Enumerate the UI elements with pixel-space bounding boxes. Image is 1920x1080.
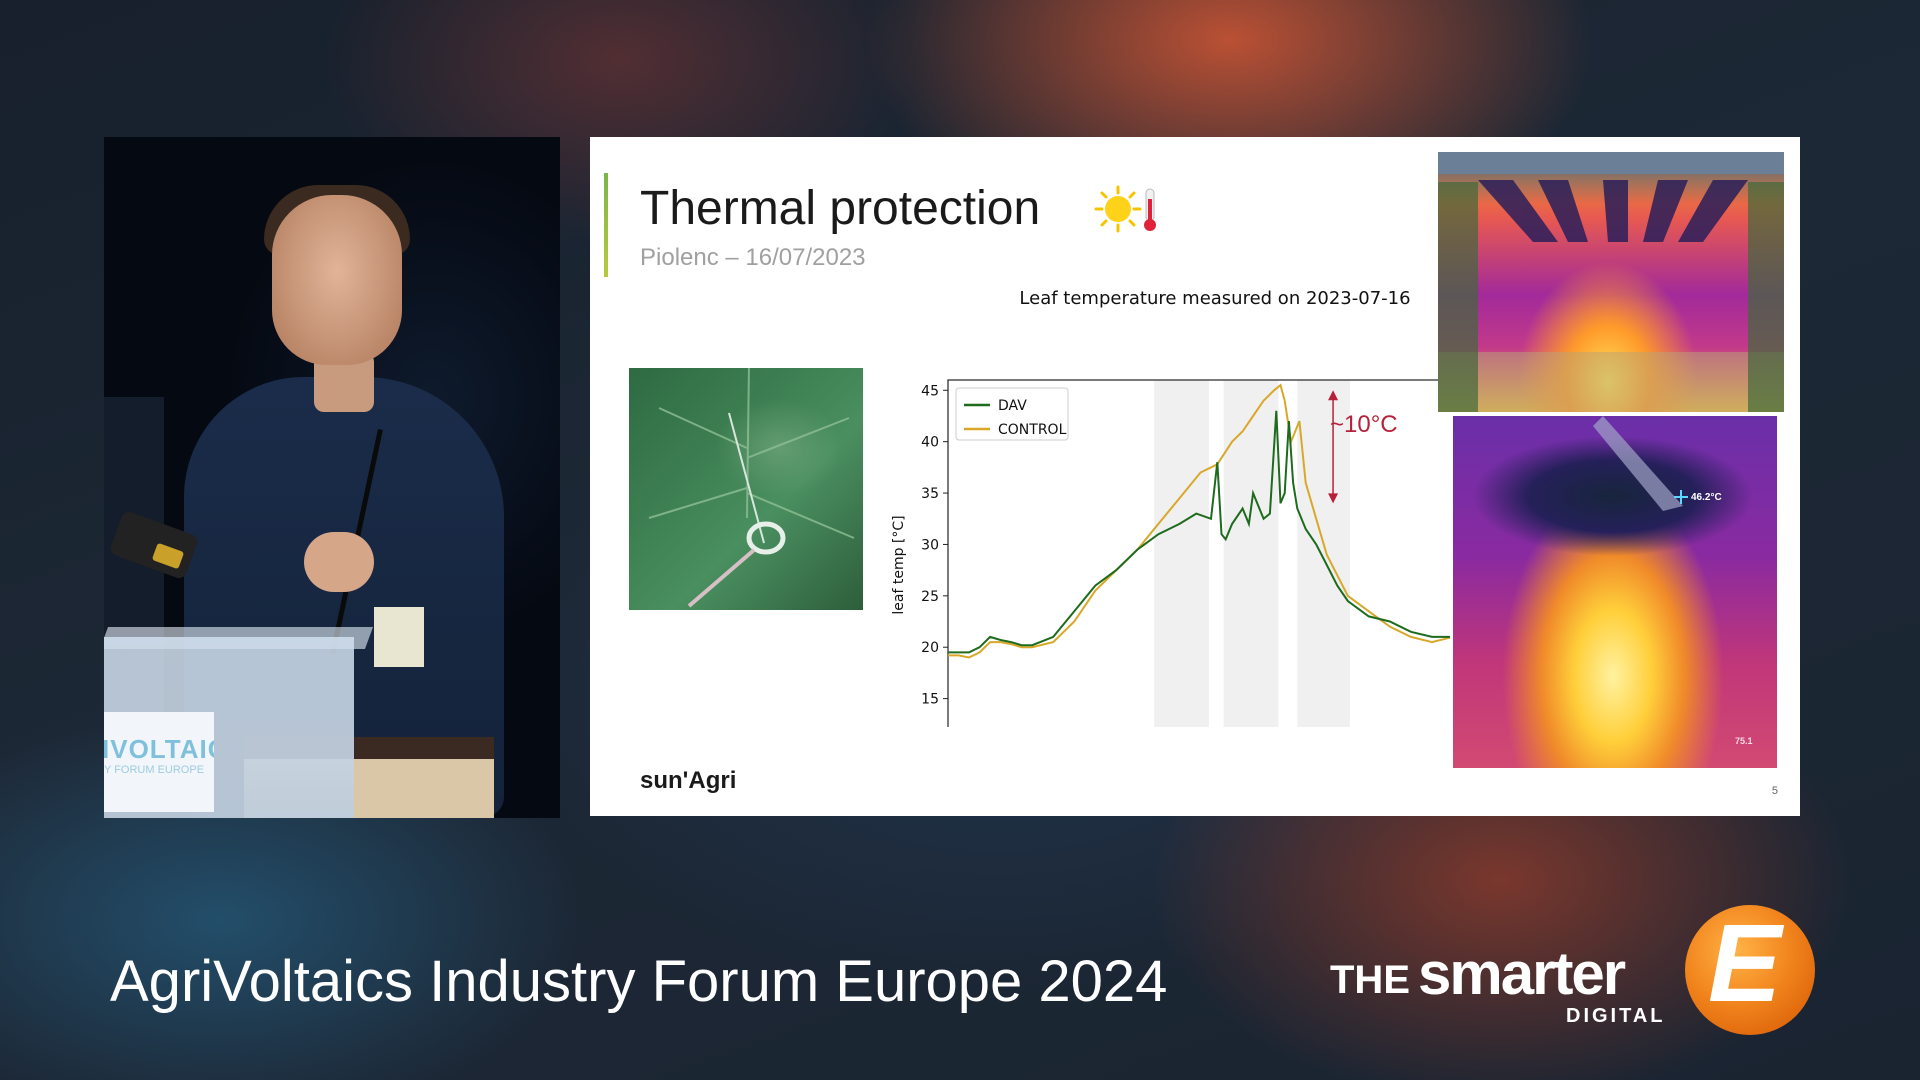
leaf-sensor-photo — [629, 368, 863, 610]
legend-box — [955, 387, 1069, 441]
sensor-wire — [728, 412, 765, 544]
presentation-slide: Thermal protection Piolenc – 16/07/2023 — [590, 137, 1800, 816]
title-icons — [1094, 185, 1156, 233]
the-smarter-e-logo: E THE smarter DIGITAL — [1330, 905, 1820, 1035]
brand-digital: DIGITAL — [1566, 1005, 1666, 1027]
sensor-cable — [687, 548, 756, 608]
page-number: 5 — [1771, 785, 1778, 797]
brand-the: THE — [1330, 958, 1410, 1002]
series-line-control — [948, 383, 1450, 659]
thermometer-icon — [1144, 188, 1156, 231]
shaded-band — [1154, 380, 1209, 727]
shaded-band — [1223, 380, 1279, 727]
speaker-hand — [304, 532, 374, 592]
event-title: AgriVoltaics Industry Forum Europe 2024 — [110, 949, 1168, 1014]
speaker-badge — [374, 607, 424, 667]
leaf-temperature-chart: 10152025303540450003060912151821leaf tem… — [891, 379, 1450, 727]
brand-letter: E — [1708, 902, 1782, 1025]
y-tick-label: 20 — [921, 640, 939, 656]
legend-label-control: CONTROL — [998, 422, 1067, 438]
slide-subtitle: Piolenc – 16/07/2023 — [640, 244, 866, 271]
lectern-sign-text: IVOLTAICS — [104, 734, 214, 764]
thermal-image-row: 46.2°C 75.1 — [1453, 416, 1777, 768]
chart-title: Leaf temperature measured on 2023-07-16 — [1019, 288, 1411, 309]
y-tick-label: 30 — [921, 537, 939, 553]
legend-label-dav: DAV — [998, 398, 1027, 414]
speaker-video: IVOLTAICS Y FORUM EUROPE — [104, 137, 560, 818]
speaker-head — [272, 195, 402, 365]
annotation-arrow-head-up — [1328, 390, 1339, 401]
annotation-arrow-head-down — [1328, 493, 1339, 504]
plot-frame — [947, 379, 1450, 727]
shaded-band — [1297, 380, 1350, 727]
leaf-veins — [648, 368, 855, 608]
sensor-clip — [746, 521, 786, 555]
y-tick-label: 25 — [921, 589, 939, 605]
y-tick-label: 15 — [921, 692, 939, 708]
sun-icon — [1094, 185, 1142, 233]
brand-smarter: smarter — [1418, 940, 1626, 1007]
crosshair-icon — [1674, 490, 1688, 504]
y-tick-label: 40 — [921, 435, 939, 451]
y-axis-label: leaf temp [°C] — [891, 515, 907, 614]
thermal-readout: 46.2°C — [1691, 492, 1722, 503]
series-line-dav — [948, 410, 1450, 654]
thermal-image-canopy — [1438, 152, 1784, 412]
brand-circle — [1685, 905, 1815, 1035]
lectern-sign-subtext: Y FORUM EUROPE — [104, 764, 205, 776]
thermal-row-overlay — [1593, 416, 1688, 511]
temperature-difference-annotation: ~10°C — [1330, 411, 1398, 438]
lectern-sign: IVOLTAICS Y FORUM EUROPE — [104, 712, 214, 812]
thermal-readout-max: 75.1 — [1735, 736, 1753, 746]
title-accent-bar — [604, 173, 608, 277]
sunagri-logo: sun'Agri — [640, 767, 737, 794]
thermal-canopy-structure — [1438, 152, 1784, 412]
slide-title: Thermal protection — [640, 182, 1041, 235]
y-tick-label: 35 — [921, 486, 939, 502]
y-tick-label: 45 — [921, 383, 939, 399]
